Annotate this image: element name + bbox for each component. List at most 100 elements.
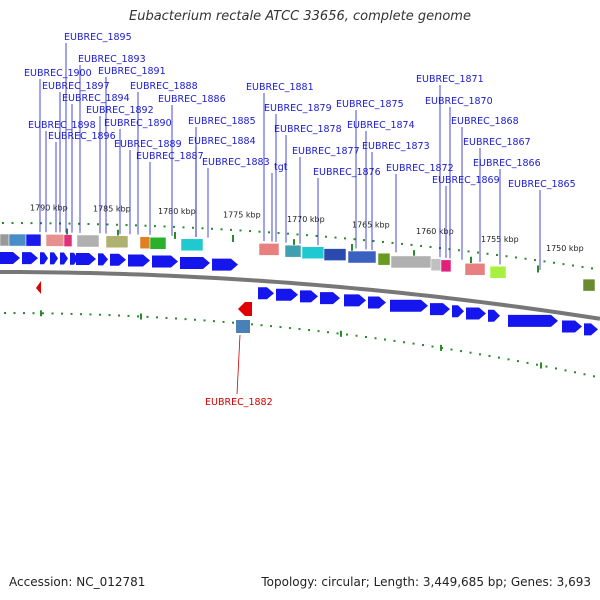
highlighted-gene-label: EUBREC_1882 — [205, 397, 273, 408]
inner-tick-dot — [232, 321, 234, 324]
outer-tick-dot — [106, 223, 109, 226]
outer-tick-dot — [154, 225, 156, 228]
feature-block — [180, 238, 204, 252]
gene-arrow — [110, 253, 126, 266]
feature-block — [25, 233, 42, 247]
feature-block — [0, 233, 10, 247]
inner-tick-dot — [393, 339, 396, 342]
outer-tick-dot — [562, 263, 565, 266]
outer-tick-dot — [249, 230, 251, 233]
gene-label: EUBREC_1868 — [451, 116, 519, 127]
major-tick — [470, 256, 472, 264]
gene-label: EUBREC_1888 — [130, 81, 198, 92]
gene-label: EUBREC_1883 — [202, 157, 270, 168]
gene-label: EUBREC_1877 — [292, 146, 360, 157]
outer-tick-dot — [363, 239, 365, 242]
small-red-marker — [36, 281, 41, 294]
gene-arrow — [390, 299, 428, 312]
map-title: Eubacterium rectale ATCC 33656, complete… — [129, 9, 471, 24]
outer-tick-dot — [477, 251, 479, 254]
outer-tick-dot — [211, 227, 213, 230]
outer-tick-dot — [401, 242, 403, 245]
major-tick — [413, 250, 415, 258]
inner-tick-dot — [327, 331, 329, 334]
inner-tick-dot — [317, 330, 320, 333]
inner-tick-dot — [403, 341, 405, 344]
inner-tick-dot — [137, 315, 139, 318]
outer-tick-dot — [287, 232, 289, 235]
gene-arrow — [128, 254, 150, 267]
outer-tick-dot — [325, 235, 327, 238]
gene-label: EUBREC_1894 — [62, 93, 130, 104]
inner-tick-dot — [13, 312, 16, 315]
outer-tick-dot — [372, 240, 375, 243]
outer-tick-dot — [144, 224, 147, 227]
gene-arrow — [368, 296, 386, 309]
inner-tick-dot — [270, 325, 272, 328]
inner-tick-dot — [289, 327, 291, 330]
inner-tick-dot — [260, 324, 263, 327]
gene-arrow — [344, 294, 366, 307]
highlight-leader-line — [236, 334, 241, 395]
feature-block — [63, 234, 73, 247]
feature-block — [258, 243, 280, 256]
gene-arrow — [60, 252, 68, 265]
inner-tick-dot — [517, 360, 519, 363]
gene-label: EUBREC_1865 — [508, 179, 576, 190]
gene-label: EUBREC_1897 — [42, 81, 110, 92]
outer-tick-dot — [543, 260, 546, 263]
gene-arrow — [258, 287, 274, 300]
outer-tick-dot — [524, 257, 527, 260]
gene-label: EUBREC_1872 — [386, 163, 454, 174]
outer-tick-dot — [30, 222, 33, 225]
inner-tick-dot — [118, 314, 120, 317]
inner-tick-dot — [450, 348, 453, 351]
feature-block — [464, 263, 486, 276]
gene-arrow — [508, 314, 558, 327]
inner-major-tick — [540, 362, 542, 369]
inner-tick-dot — [536, 363, 538, 366]
inner-tick-dot — [42, 312, 44, 315]
gene-label: EUBREC_1884 — [188, 136, 256, 147]
gene-label: EUBREC_1878 — [274, 124, 342, 135]
major-tick — [537, 265, 539, 273]
inner-tick-dot — [165, 316, 168, 319]
outer-tick-dot — [448, 248, 451, 251]
feature-block — [430, 258, 442, 271]
gene-arrow — [276, 288, 298, 301]
inner-tick-dot — [108, 314, 111, 317]
inner-tick-dot — [61, 312, 63, 315]
feature-block — [139, 236, 151, 249]
outer-tick-dot — [591, 267, 593, 270]
gene-label: EUBREC_1889 — [114, 139, 182, 150]
outer-tick-dot — [201, 227, 204, 230]
gene-arrow — [300, 290, 318, 303]
gene-label: EUBREC_1890 — [104, 118, 172, 129]
gene-arrow — [0, 252, 20, 265]
inner-tick-dot — [431, 345, 434, 348]
feature-block — [489, 265, 507, 279]
outer-tick-dot — [410, 243, 413, 246]
gene-arrow — [430, 303, 450, 316]
scale-label: 1770 kbp — [287, 215, 325, 224]
gene-arrow — [180, 256, 210, 269]
gene-label: EUBREC_1886 — [158, 94, 226, 105]
inner-tick-dot — [346, 333, 348, 336]
inner-tick-dot — [355, 334, 358, 337]
inner-tick-dot — [4, 312, 6, 315]
inner-tick-dot — [336, 332, 339, 335]
inner-tick-dot — [203, 319, 206, 322]
outer-tick-dot — [581, 265, 584, 268]
highlighted-gene-arrow — [238, 302, 252, 316]
outer-tick-dot — [192, 226, 194, 229]
major-tick — [293, 239, 295, 247]
inner-tick-dot — [298, 328, 301, 331]
inner-tick-dot — [460, 350, 462, 353]
inner-tick-dot — [526, 361, 529, 364]
gene-label: EUBREC_1866 — [473, 158, 541, 169]
feature-block — [105, 235, 129, 249]
inner-tick-dot — [51, 312, 54, 315]
gene-arrow — [22, 252, 38, 265]
outer-tick-dot — [78, 222, 80, 225]
outer-tick-dot — [49, 222, 52, 225]
